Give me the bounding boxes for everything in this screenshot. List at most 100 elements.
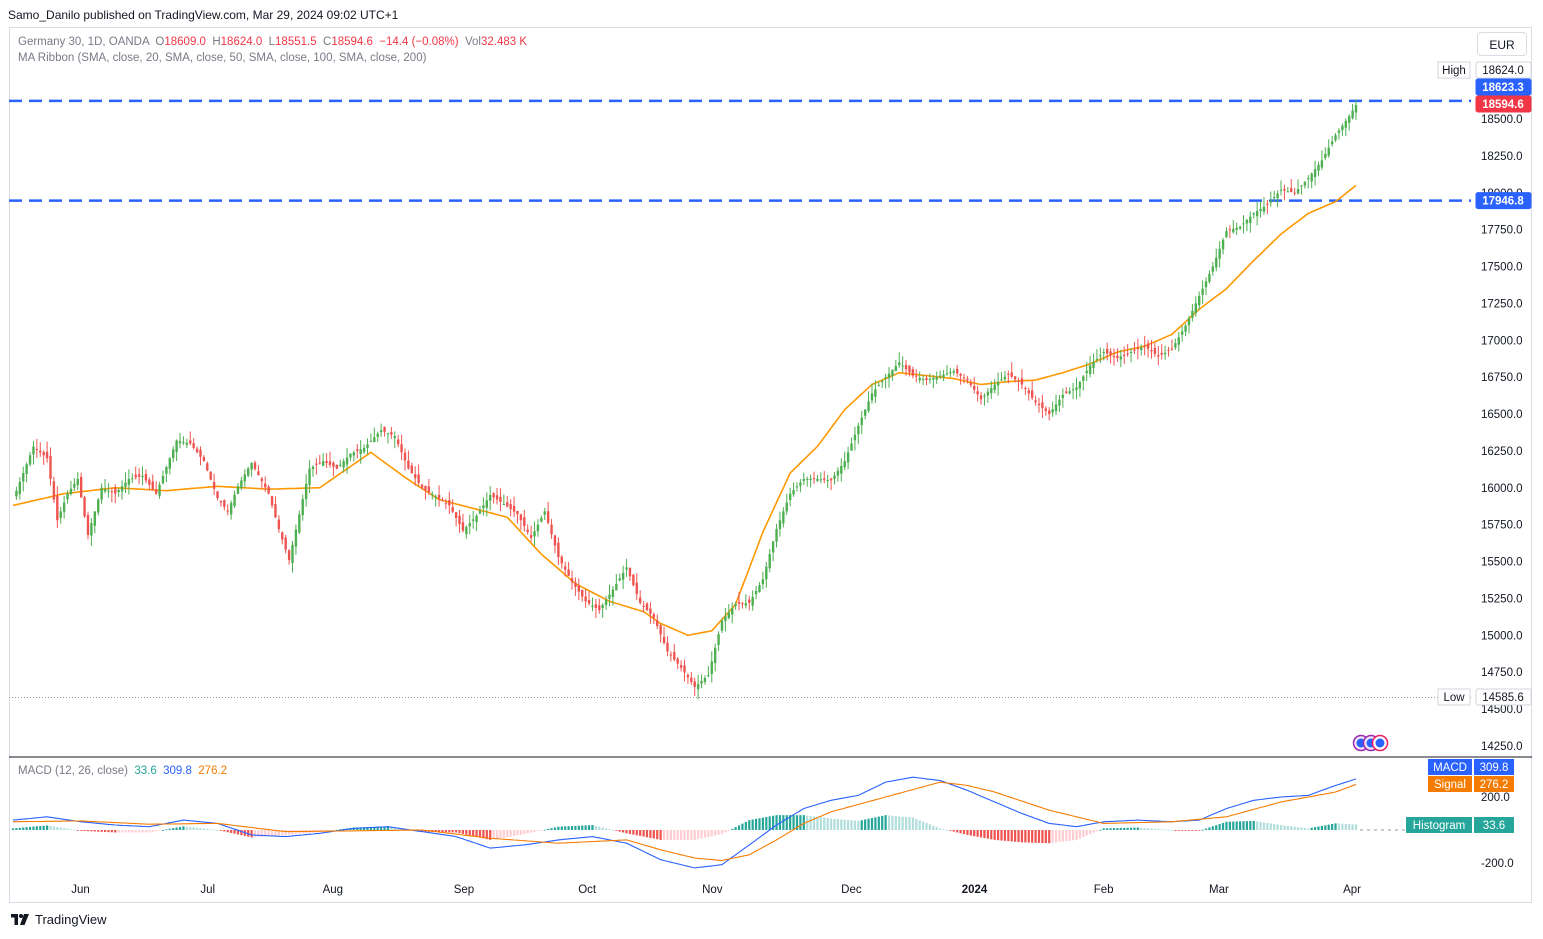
price-tag-box <box>1475 192 1532 210</box>
candle-up <box>298 514 301 533</box>
candle-down <box>437 494 441 499</box>
macd-histogram-bar <box>1112 828 1116 830</box>
candle-up <box>758 585 761 593</box>
candle-up <box>1184 325 1187 332</box>
macd-histogram-bar <box>986 830 989 839</box>
candle-up <box>826 480 829 482</box>
macd-histogram-bar <box>901 816 904 830</box>
candle-up <box>768 554 771 569</box>
candle-down <box>1116 355 1119 358</box>
macd-histogram-bar <box>199 828 202 830</box>
macd-histogram-bar <box>437 830 441 833</box>
candle-down <box>570 578 574 583</box>
candle-down <box>1126 353 1129 355</box>
candle-down <box>219 501 223 503</box>
macd-histogram-bar <box>894 816 897 830</box>
candle-up <box>1000 379 1003 381</box>
macd-histogram-bar <box>935 827 938 830</box>
macd-histogram-bar <box>373 826 376 830</box>
macd-histogram-bar <box>175 827 178 830</box>
candle-down <box>686 675 690 678</box>
macd-histogram-bar <box>536 830 540 832</box>
candle-down <box>315 463 318 465</box>
macd-histogram-bar <box>73 829 76 831</box>
macd-histogram-bar <box>973 830 976 837</box>
currency-button[interactable]: EUR <box>1477 32 1527 56</box>
candle-up <box>489 495 492 501</box>
macd-histogram-bar <box>840 819 843 830</box>
candle-down <box>598 605 601 611</box>
candle-up <box>342 461 345 468</box>
ma-ribbon-legend[interactable]: MA Ribbon (SMA, close, 20, SMA, close, 5… <box>18 52 427 64</box>
candle-up <box>362 447 366 452</box>
macd-histogram-bar <box>727 830 730 831</box>
x-axis-tick-label: Sep <box>454 884 474 896</box>
macd-histogram-bar <box>1119 827 1122 830</box>
macd-histogram-bar <box>1238 821 1242 830</box>
macd-histogram-bar <box>1286 825 1289 830</box>
macd-histogram-bar <box>996 830 1000 841</box>
candle-down <box>492 493 495 498</box>
candle-up <box>863 409 867 416</box>
y-axis-tick-label: 15250.0 <box>1481 593 1523 605</box>
candle-up <box>765 566 768 580</box>
candle-down <box>400 444 403 453</box>
candle-down <box>550 524 553 535</box>
macd-histogram-bar <box>284 830 287 835</box>
candle-up <box>891 369 894 376</box>
footer-brand[interactable]: TradingView <box>10 912 107 927</box>
macd-histogram-bar <box>1245 821 1249 830</box>
macd-histogram-bar <box>1198 830 1201 831</box>
candle-up <box>884 377 887 379</box>
macd-tag-box <box>1474 759 1514 775</box>
x-axis-tick-label: Feb <box>1094 884 1114 896</box>
macd-histogram-bar <box>881 815 884 830</box>
macd-histogram-bar <box>93 830 96 832</box>
candle-up <box>229 502 233 515</box>
macd-histogram-bar <box>49 825 52 830</box>
candle-up <box>993 384 996 391</box>
macd-tag-caption: Histogram <box>1413 820 1465 832</box>
macd-tag-box <box>1474 817 1514 833</box>
price-tag-caption-box <box>1437 61 1471 79</box>
candle-up <box>744 603 748 606</box>
macd-histogram-bar <box>734 827 737 830</box>
macd-histogram-bar <box>618 830 621 832</box>
macd-histogram-bar <box>192 827 195 830</box>
macd-histogram-bar <box>291 830 294 835</box>
macd-histogram-bar <box>1157 829 1160 830</box>
candle-up <box>304 483 308 500</box>
candle-up <box>921 378 925 380</box>
candle-down <box>635 582 638 594</box>
macd-histogram-bar <box>1296 827 1300 830</box>
candle-down <box>1160 352 1163 355</box>
macd-histogram-bar <box>802 815 805 830</box>
candle-up <box>990 388 993 394</box>
macd-legend[interactable]: MACD (12, 26, close) 33.6 309.8 276.2 <box>18 765 227 777</box>
candle-up <box>321 461 325 466</box>
candle-up <box>165 467 168 474</box>
macd-histogram-bar <box>1204 828 1208 830</box>
candle-up <box>25 464 28 474</box>
candle-up <box>843 461 846 468</box>
candle-up <box>1341 125 1344 131</box>
candle-down <box>574 582 577 587</box>
macd-histogram-bar <box>219 830 223 831</box>
candle-down <box>652 614 656 618</box>
macd-histogram-bar <box>806 815 809 830</box>
candle-up <box>1174 343 1177 348</box>
candle-up <box>754 591 758 595</box>
macd-histogram-bar <box>611 830 615 831</box>
macd-histogram-bar <box>332 830 335 831</box>
candle-up <box>373 437 376 442</box>
candle-up <box>1245 220 1249 224</box>
candle-up <box>983 395 986 397</box>
candle-up <box>468 523 471 527</box>
macd-histogram-bar <box>390 826 393 830</box>
candle-up <box>1071 389 1075 391</box>
symbol-name[interactable]: Germany 30, 1D, OANDA <box>18 36 150 48</box>
macd-histogram-bar <box>380 826 383 830</box>
candle-up <box>1102 352 1105 354</box>
candle-up <box>986 391 990 396</box>
